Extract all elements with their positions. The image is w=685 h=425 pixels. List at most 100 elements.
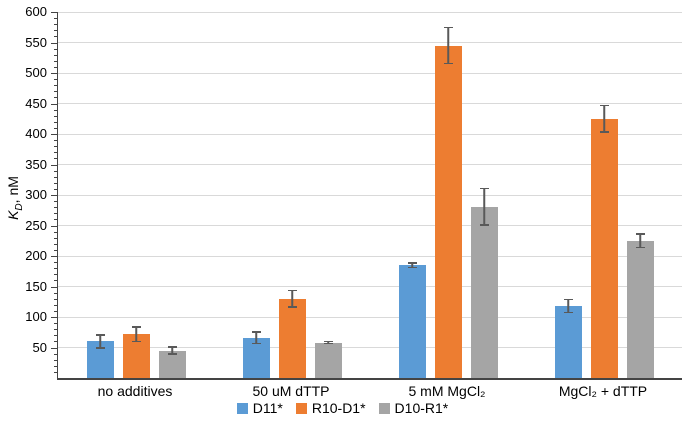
y-minor-tick-360 [54, 158, 57, 160]
error-bar-top-cap [251, 331, 261, 333]
error-bar-bottom-cap [251, 342, 261, 345]
y-minor-tick-560 [54, 36, 57, 38]
error-bar-top-cap [287, 289, 297, 292]
y-minor-tick-370 [54, 152, 57, 154]
y-minor-tick-70 [54, 335, 57, 337]
bar [470, 206, 498, 378]
y-tick-label-600: 600 [25, 4, 47, 19]
y-minor-tick-130 [54, 298, 57, 300]
error-bar [599, 104, 609, 133]
error-bar-top-cap [599, 104, 609, 107]
y-minor-tick-570 [54, 30, 57, 32]
y-minor-tick-380 [54, 146, 57, 148]
plot-area [51, 11, 682, 380]
legend-swatch [378, 402, 390, 414]
error-bar-top-cap [167, 346, 177, 348]
error-bar-top-cap [443, 26, 453, 29]
y-minor-tick-120 [54, 304, 57, 306]
error-bar-bottom-cap [131, 340, 141, 343]
y-tick-label-400: 400 [25, 126, 47, 141]
y-minor-tick-260 [54, 219, 57, 221]
y-minor-tick-60 [54, 341, 57, 343]
y-minor-tick-10 [54, 371, 57, 373]
y-major-tick-50 [51, 347, 57, 349]
error-bar-stem [567, 298, 569, 314]
y-minor-tick-170 [54, 274, 57, 276]
y-minor-tick-290 [54, 201, 57, 203]
gridline-200 [58, 255, 682, 257]
y-minor-tick-80 [54, 329, 57, 331]
y-minor-tick-310 [54, 188, 57, 190]
error-bar-top-cap [323, 340, 333, 343]
y-minor-tick-530 [54, 54, 57, 56]
y-minor-tick-240 [54, 231, 57, 233]
y-tick-label-100: 100 [25, 309, 47, 324]
category-label: 5 mM MgCl₂ [408, 383, 486, 399]
y-minor-tick-220 [54, 243, 57, 245]
y-tick-label-500: 500 [25, 65, 47, 80]
y-major-tick-500 [51, 73, 57, 74]
y-tick-label-200: 200 [25, 248, 47, 263]
error-bar-top-cap [407, 262, 417, 264]
gridline-250 [58, 225, 682, 226]
legend-label: D10-R1* [394, 400, 449, 416]
y-major-tick-100 [51, 317, 57, 318]
error-bar [131, 326, 141, 343]
error-bar-stem [411, 262, 413, 269]
category-label: no additives [97, 383, 173, 399]
category-label: MgCl₂ + dTTP [558, 383, 648, 399]
y-tick-label-150: 150 [25, 278, 47, 294]
y-minor-tick-420 [54, 121, 57, 123]
y-minor-tick-410 [54, 127, 57, 129]
y-minor-tick-90 [54, 323, 57, 325]
y-minor-tick-230 [54, 237, 57, 239]
error-bar-stem [291, 289, 293, 308]
gridline-500 [58, 72, 682, 74]
bar [434, 45, 462, 378]
legend-item-d10r1: D10-R1* [378, 400, 449, 416]
bar [242, 337, 270, 378]
bar [590, 118, 618, 378]
bar [626, 240, 654, 378]
y-major-tick-350 [51, 164, 57, 166]
y-minor-tick-460 [54, 97, 57, 99]
y-minor-tick-520 [54, 60, 57, 62]
legend-label: D11* [252, 400, 283, 416]
legend-label: R10-D1* [311, 400, 366, 416]
y-minor-tick-160 [54, 280, 57, 282]
y-minor-tick-510 [54, 66, 57, 68]
y-minor-tick-20 [54, 365, 57, 367]
y-minor-tick-390 [54, 140, 57, 142]
bar [398, 265, 426, 378]
gridline-300 [58, 194, 682, 196]
y-minor-tick-330 [54, 176, 57, 178]
error-bar-bottom-cap [287, 306, 297, 308]
error-bar-bottom-cap [479, 224, 489, 226]
y-minor-tick-490 [54, 79, 57, 81]
error-bar [443, 26, 453, 65]
error-bar [479, 187, 489, 226]
y-minor-tick-180 [54, 268, 57, 270]
gridline-350 [58, 164, 682, 165]
error-bar-bottom-cap [407, 266, 417, 269]
bar [278, 298, 306, 378]
y-major-tick-250 [51, 225, 57, 227]
y-major-tick-400 [51, 134, 57, 135]
error-bar [563, 298, 573, 314]
gridline-450 [58, 103, 682, 104]
error-bar-stem [171, 346, 173, 355]
y-minor-tick-30 [54, 359, 57, 361]
y-minor-tick-440 [54, 109, 57, 111]
y-minor-tick-470 [54, 91, 57, 93]
gridline-100 [58, 316, 682, 318]
error-bar-stem [327, 340, 329, 345]
y-minor-tick-590 [54, 18, 57, 20]
error-bar-bottom-cap [563, 311, 573, 314]
error-bar-stem [483, 187, 485, 226]
gridline-550 [58, 42, 682, 43]
error-bar-bottom-cap [443, 62, 453, 65]
y-tick-label-550: 550 [25, 34, 47, 50]
y-major-tick-150 [51, 286, 57, 288]
y-minor-tick-140 [54, 292, 57, 294]
error-bar-top-cap [95, 334, 105, 336]
